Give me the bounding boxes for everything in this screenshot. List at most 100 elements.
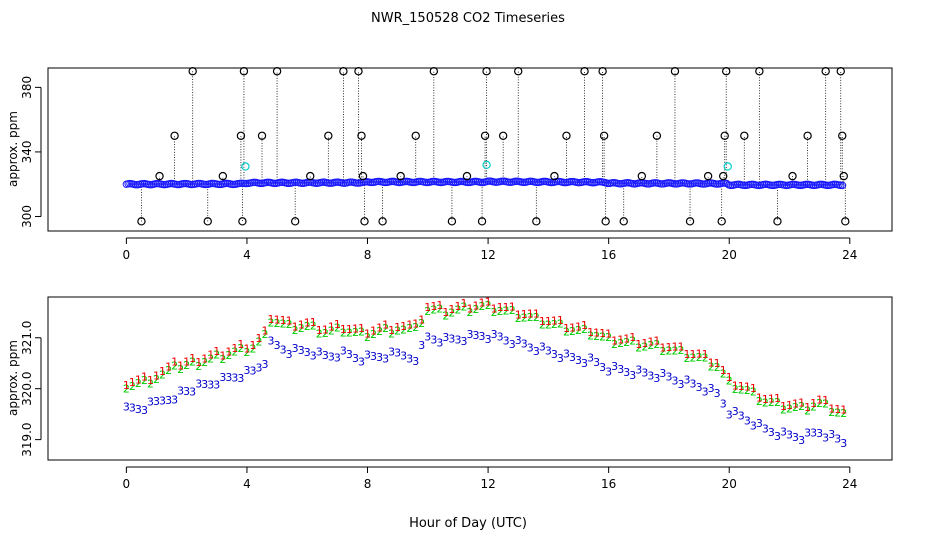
series-1-point: 1 [207, 349, 214, 362]
series-1-point: 1 [684, 348, 691, 361]
series-1-point: 1 [473, 299, 480, 312]
series-2-point: 2 [454, 304, 461, 317]
outlier-point [188, 67, 197, 76]
series-2-point: 2 [732, 383, 739, 396]
series-2-point: 2 [750, 386, 757, 399]
series-2-point: 2 [280, 317, 287, 330]
series-2-point: 2 [370, 328, 377, 341]
series-1-point: 1 [141, 370, 148, 383]
series-3-point: 3 [328, 350, 335, 363]
series-3-point: 3 [123, 401, 130, 414]
series-1-point: 1 [690, 348, 697, 361]
bottom-y-axis-label: approx. ppm [6, 340, 20, 416]
outlier-point [290, 217, 300, 226]
series-3-point: 3 [316, 345, 323, 358]
series-2-point: 2 [690, 351, 697, 364]
series-2-point: 2 [563, 325, 570, 338]
outlier-point [720, 131, 729, 140]
top-stems [141, 71, 846, 222]
series-1-point: 1 [195, 356, 202, 369]
series-2-point: 2 [684, 352, 691, 365]
series-1-point: 1 [545, 315, 552, 328]
outlier-point [703, 171, 713, 181]
series-3-point: 3 [557, 352, 564, 365]
series-1-point: 1 [714, 357, 721, 370]
series-3-point: 3 [617, 363, 624, 376]
series-2-point: 2 [798, 400, 805, 413]
x-tick-label: 8 [364, 248, 372, 262]
series-2-point: 2 [231, 346, 238, 359]
series-1-point: 1 [587, 326, 594, 339]
series-3-point: 3 [424, 331, 431, 344]
series-3-point: 3 [521, 338, 528, 351]
series-2-point: 2 [503, 304, 510, 317]
series-2-point: 2 [268, 316, 275, 329]
series-3-point: 3 [376, 351, 383, 364]
series-1-point: 1 [696, 348, 703, 361]
series-3-point: 3 [358, 356, 365, 369]
series-1-point: 1 [388, 324, 395, 337]
series-3-point: 3 [750, 420, 757, 433]
series-2-point: 2 [569, 325, 576, 338]
outlier-point [429, 67, 439, 76]
series-3-point: 3 [774, 430, 781, 443]
series-2-point: 2 [286, 318, 293, 331]
series-2-point: 2 [485, 299, 492, 312]
series-2-point: 2 [629, 335, 636, 348]
series-2-point: 2 [587, 330, 594, 343]
series-1-point: 1 [225, 346, 232, 359]
series-1-point: 1 [256, 332, 263, 345]
series-2-point: 2 [412, 321, 419, 334]
series-3-point: 3 [720, 398, 727, 411]
series-2-point: 2 [491, 306, 498, 319]
y-tick-label: 380 [20, 76, 34, 99]
series-1-point: 1 [491, 302, 498, 315]
series-2-point: 2 [141, 374, 148, 387]
series-3-point: 3 [611, 360, 618, 373]
series-1-point: 1 [310, 316, 317, 329]
outlier-point [239, 67, 249, 76]
series-1-point: 1 [394, 321, 401, 334]
series-2-point: 2 [382, 322, 389, 335]
series-1-point: 1 [611, 335, 618, 348]
top-x-axis: 0 4 8 12 16 20 24 [123, 237, 857, 262]
series-1-point: 1 [810, 397, 817, 410]
outlier-point [685, 217, 695, 226]
series-3-point: 3 [732, 405, 739, 418]
series-1-point: 1 [213, 345, 220, 358]
series-1-point: 1 [792, 398, 799, 411]
series-2-point: 2 [460, 301, 467, 314]
series-1-point: 1 [485, 295, 492, 308]
series-1-point: 1 [593, 327, 600, 340]
outlier-point [339, 67, 348, 76]
series-3-point: 3 [491, 328, 498, 341]
series-1-point: 1 [219, 349, 226, 362]
series-2-point: 2 [129, 380, 136, 393]
series-1-point: 1 [177, 359, 184, 372]
x-tick-label: 8 [364, 477, 372, 491]
series-3-point: 3 [153, 395, 160, 408]
series-2-point: 2 [358, 326, 365, 339]
series-3-point: 3 [497, 331, 504, 344]
series-3-point: 3 [274, 339, 281, 352]
series-1-point: 1 [678, 340, 685, 353]
bottom-x-axis: 0 4 8 12 16 20 24 [123, 466, 857, 491]
series-2-point: 2 [720, 368, 727, 381]
series-1-point: 1 [599, 327, 606, 340]
series-2-point: 2 [298, 322, 305, 335]
series-3-point: 3 [165, 394, 172, 407]
series-1-point: 1 [448, 303, 455, 316]
series-3-point: 3 [762, 422, 769, 435]
series-2-point: 2 [786, 402, 793, 415]
series-2-point: 2 [804, 404, 811, 417]
series-2-point: 2 [545, 318, 552, 331]
series-1-point: 1 [551, 314, 558, 327]
series-3-point: 3 [280, 343, 287, 356]
outlier-point [324, 131, 333, 140]
y-tick-label: 300 [20, 205, 34, 228]
cyan-point [723, 162, 732, 171]
series-1-point: 1 [774, 392, 781, 405]
series-1-point: 1 [756, 392, 763, 405]
series-1-point: 1 [298, 319, 305, 332]
series-3-point: 3 [147, 395, 154, 408]
